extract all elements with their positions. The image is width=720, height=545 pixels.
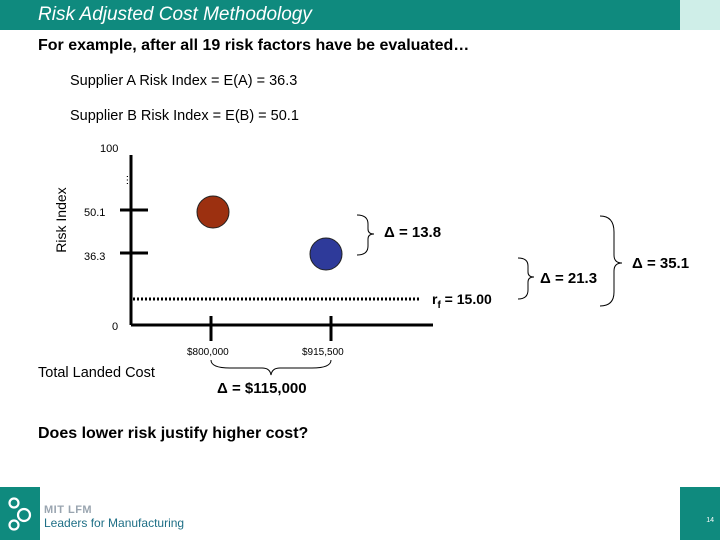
slide-title: Risk Adjusted Cost Methodology [38, 4, 312, 25]
page-number-box: 14 [680, 487, 720, 540]
delta-cost-label: Δ = $115,000 [217, 380, 307, 397]
slide-subtitle: For example, after all 19 risk factors h… [38, 37, 470, 54]
page-number: 14 [706, 517, 714, 524]
delta-total-label: Δ = 35.1 [632, 255, 689, 272]
supplier-a-point [309, 237, 343, 271]
delta-cost-brace [210, 359, 332, 376]
closing-question: Does lower risk justify higher cost? [38, 425, 309, 442]
x-tick-b-label: $915,500 [302, 347, 344, 358]
y-tick-b-label: 50.1 [84, 207, 105, 219]
y-zero-label: 0 [112, 321, 118, 333]
supplier-b-statement: Supplier B Risk Index = E(B) = 50.1 [70, 108, 299, 124]
title-bar [0, 0, 680, 30]
delta-rf-bracket [517, 257, 535, 300]
supplier-a-statement: Supplier A Risk Index = E(A) = 36.3 [70, 73, 298, 89]
risk-free-label: rf = 15.00 [432, 291, 492, 311]
y-max-label: 100 [100, 143, 118, 155]
delta-risk-label: Δ = 13.8 [384, 224, 441, 241]
logo-line1: MIT LFM [44, 504, 93, 516]
y-tick-a-label: 36.3 [84, 251, 105, 263]
delta-total-bracket [599, 215, 623, 307]
supplier-b-point [196, 195, 230, 229]
delta-rf-label: Δ = 21.3 [540, 270, 597, 287]
lfm-logo-icon [8, 497, 32, 531]
y-axis-label: Risk Index [53, 187, 69, 252]
x-axis-label: Total Landed Cost [38, 365, 155, 381]
logo-text: MIT LFM Leaders for Manufacturing [44, 504, 184, 530]
logo-line2: Leaders for Manufacturing [44, 516, 185, 530]
delta-risk-bracket [356, 214, 375, 256]
y-ellipsis: … [119, 175, 131, 186]
logo-band [0, 487, 40, 540]
x-tick-a-label: $800,000 [187, 347, 229, 358]
title-bar-accent [680, 0, 720, 30]
